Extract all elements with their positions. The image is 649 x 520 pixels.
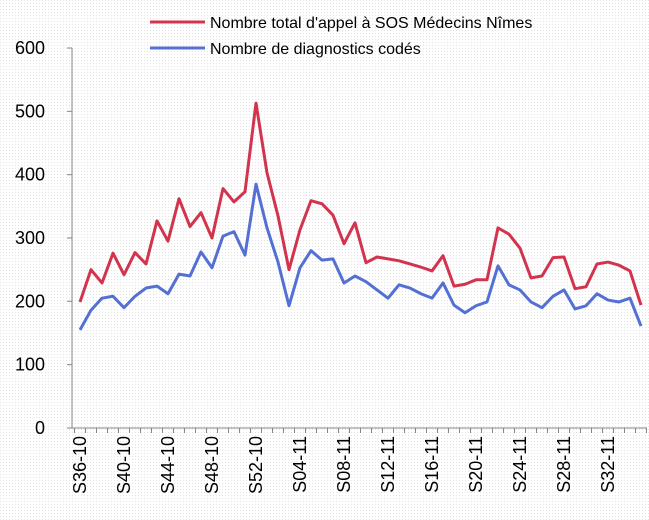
x-tick-label: S36-10 (70, 436, 90, 494)
x-tick-label: S44-10 (158, 436, 178, 494)
x-tick-label: S28-11 (554, 436, 574, 493)
y-tick-label: 100 (15, 355, 45, 375)
x-tick-label: S48-10 (202, 436, 222, 494)
y-tick-label: 300 (15, 228, 45, 248)
x-tick-label: S32-11 (598, 436, 618, 493)
x-tick-label: S12-11 (378, 436, 398, 493)
x-tick-label: S08-11 (334, 436, 354, 493)
legend-label: Nombre total d'appel à SOS Médecins Nîme… (210, 15, 532, 32)
y-tick-label: 400 (15, 165, 45, 185)
series-line (78, 182, 643, 331)
x-tick-label: S40-10 (114, 436, 134, 494)
x-tick-label: S16-11 (422, 436, 442, 493)
y-tick-label: 200 (15, 291, 45, 311)
x-tick-label: S04-11 (290, 436, 310, 493)
y-tick-label: 500 (15, 101, 45, 121)
legend-label: Nombre de diagnostics codés (210, 41, 421, 58)
series-line (78, 101, 643, 306)
x-tick-label: S24-11 (510, 436, 530, 493)
x-tick-label: S52-10 (246, 436, 266, 494)
y-tick-label: 0 (35, 418, 45, 438)
y-tick-label: 600 (15, 38, 45, 58)
x-tick-label: S20-11 (466, 436, 486, 493)
